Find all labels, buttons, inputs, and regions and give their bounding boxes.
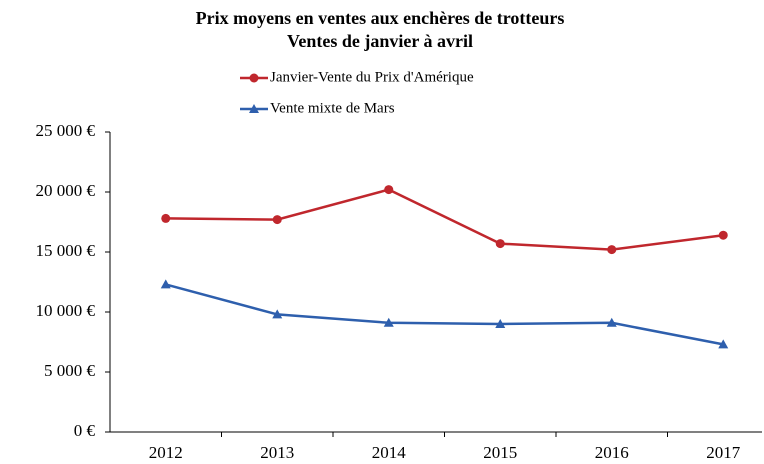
marker (718, 339, 729, 349)
chart-subtitle: Ventes de janvier à avril (287, 31, 473, 51)
marker (384, 185, 394, 195)
chart-title: Prix moyens en ventes aux enchères de tr… (196, 8, 565, 28)
x-tick-label: 2014 (372, 443, 407, 462)
x-tick-label: 2016 (595, 443, 629, 462)
marker (607, 245, 617, 255)
y-tick-label: 25 000 € (36, 121, 96, 140)
marker (383, 317, 394, 327)
x-tick-label: 2017 (706, 443, 741, 462)
marker (272, 215, 282, 225)
x-tick-label: 2013 (260, 443, 294, 462)
marker (495, 319, 506, 328)
marker (161, 213, 171, 223)
y-tick-label: 15 000 € (36, 241, 96, 260)
legend-label: Janvier-Vente du Prix d'Amérique (270, 69, 474, 85)
marker (606, 317, 617, 327)
y-tick-label: 5 000 € (44, 361, 96, 380)
marker (272, 309, 283, 319)
marker (160, 279, 171, 289)
x-tick-label: 2012 (149, 443, 183, 462)
marker (249, 104, 259, 113)
marker (495, 239, 505, 249)
legend-label: Vente mixte de Mars (270, 100, 395, 116)
series-line (165, 188, 724, 251)
y-tick-label: 10 000 € (36, 301, 96, 320)
x-tick-label: 2015 (483, 443, 517, 462)
y-tick-label: 0 € (74, 421, 96, 440)
y-tick-label: 20 000 € (36, 181, 96, 200)
marker (249, 73, 259, 83)
series-line (165, 283, 724, 346)
marker (718, 230, 728, 240)
